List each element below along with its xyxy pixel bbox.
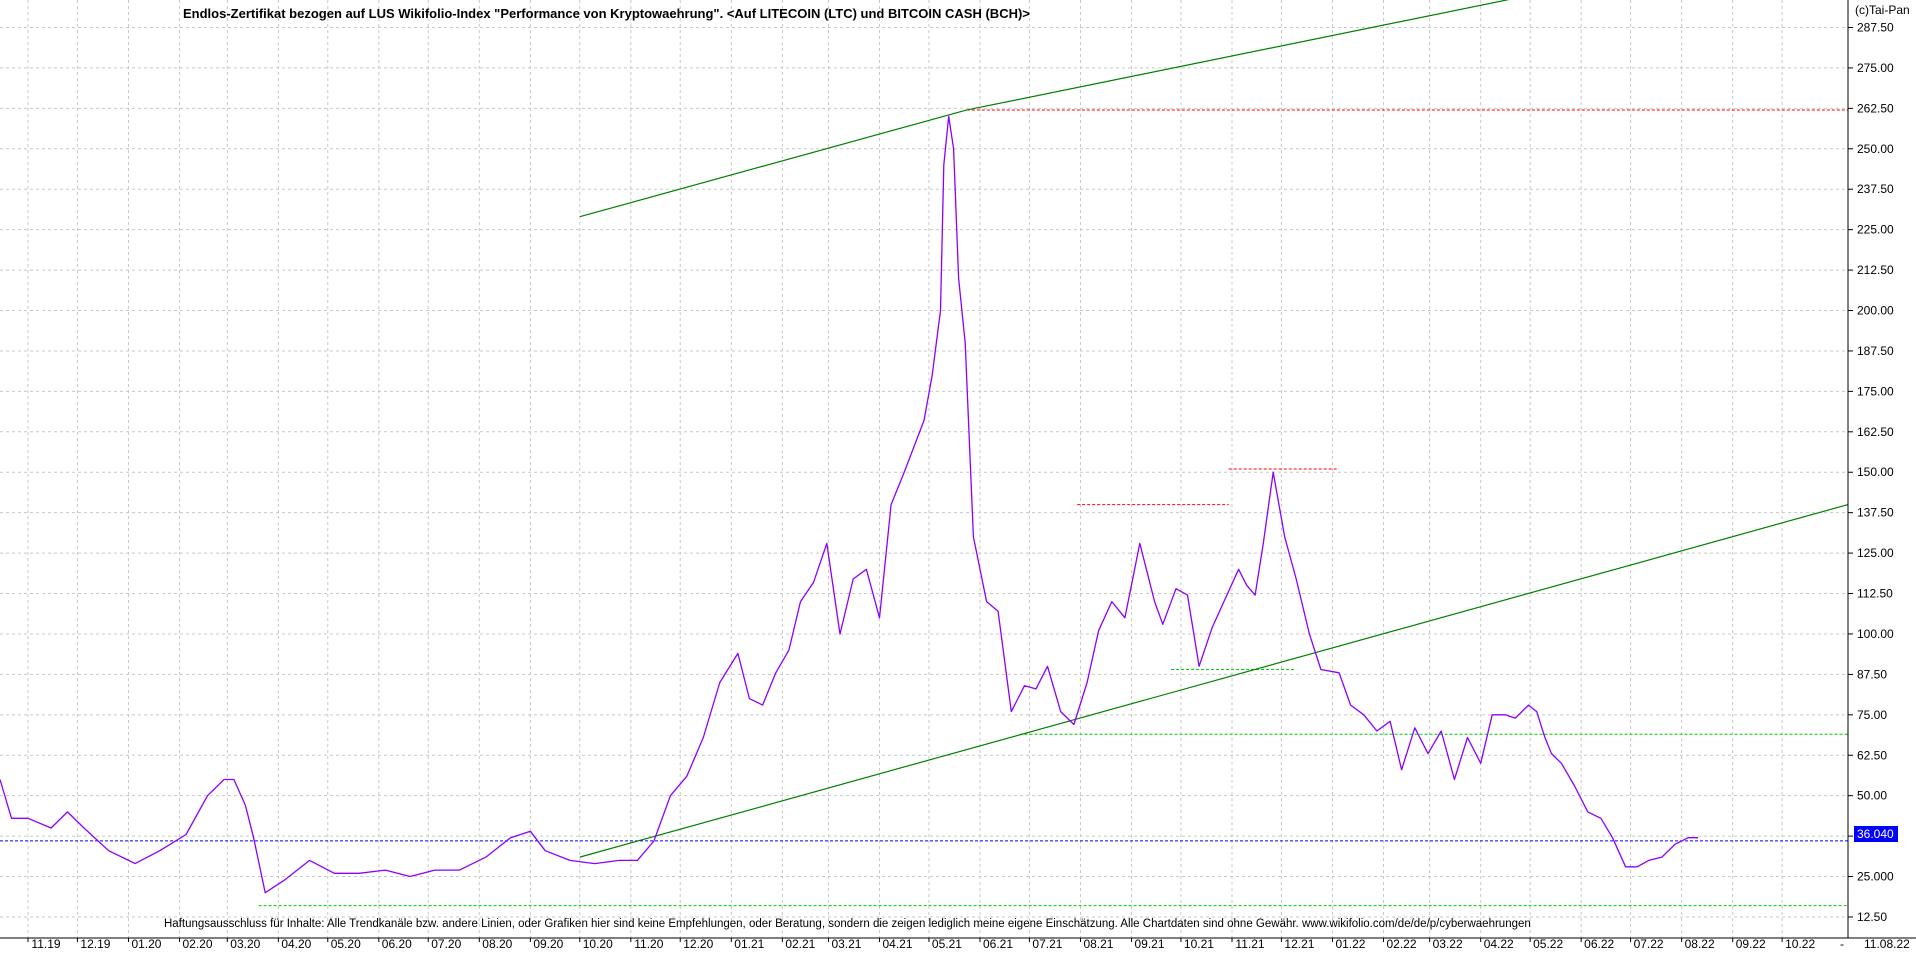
y-tick-label: 250.00 (1857, 142, 1894, 156)
y-tick-label: 212.50 (1857, 263, 1894, 277)
y-tick-label: 112.50 (1857, 587, 1893, 601)
x-tick-label: 04.20 (281, 937, 311, 951)
x-tick-label: 01.21 (734, 937, 764, 951)
price-series-line (0, 115, 1699, 894)
x-tick-label: 03.21 (831, 937, 861, 951)
x-tick-label: 09.22 (1736, 937, 1766, 951)
x-tick-label: 08.21 (1083, 937, 1113, 951)
x-tick-label: 01.20 (131, 937, 161, 951)
y-tick-label: 137.50 (1857, 506, 1894, 520)
y-tick-label: 12.50 (1857, 910, 1887, 924)
y-tick-label: 150.00 (1857, 465, 1894, 479)
y-tick-label: 62.50 (1857, 748, 1887, 762)
x-tick-label: 06.20 (382, 937, 412, 951)
trend-line (966, 0, 1510, 111)
x-tick-label: 12.19 (80, 937, 110, 951)
x-tick-label: 03.20 (230, 937, 260, 951)
grid (0, 0, 1848, 938)
x-tick-label: 02.21 (785, 937, 815, 951)
x-tick-label: 10.21 (1184, 937, 1214, 951)
x-tick-label: 03.22 (1433, 937, 1463, 951)
x-tick-label: 02.22 (1387, 937, 1417, 951)
trend-lines (579, 0, 1849, 858)
x-tick-label: 07.21 (1032, 937, 1062, 951)
x-tick-label: 04.21 (883, 937, 913, 951)
current-value-label: 36.040 (1857, 827, 1894, 841)
x-tick-label: 05.21 (932, 937, 962, 951)
x-tick-label: 09.21 (1135, 937, 1165, 951)
y-tick-label: 162.50 (1857, 425, 1894, 439)
y-tick-label: 75.00 (1857, 708, 1887, 722)
chart-title: Endlos-Zertifikat bezogen auf LUS Wikifo… (183, 6, 1030, 21)
x-tick-label: 10.20 (583, 937, 613, 951)
x-tick-label: 11.21 (1235, 937, 1264, 951)
y-tick-label: 275.00 (1857, 61, 1894, 75)
x-tick-label: 08.22 (1685, 937, 1715, 951)
x-tick-label: 10.22 (1785, 937, 1815, 951)
y-tick-label: 25.000 (1857, 870, 1894, 884)
trend-line (579, 504, 1849, 858)
y-tick-label: 175.00 (1857, 384, 1894, 398)
x-tick-label: 08.20 (482, 937, 512, 951)
y-tick-label: 50.00 (1857, 789, 1887, 803)
current-date-label: 11.08.22 (1864, 937, 1910, 951)
x-tick-label: 11.20 (634, 937, 663, 951)
x-axis-ticks: 11.19 12.19 01.20 02.20 03.20 04.20 05.20 06.20… (31, 937, 1815, 951)
x-tick-label: 12.21 (1284, 937, 1314, 951)
x-tick-label: 05.20 (331, 937, 361, 951)
x-tick-label: 04.22 (1484, 937, 1514, 951)
y-tick-label: 200.00 (1857, 304, 1894, 318)
current-value-tag-box (1854, 826, 1898, 842)
y-tick-label: 125.00 (1857, 546, 1894, 560)
y-tick-label: 262.50 (1857, 101, 1894, 115)
x-tick-label: 05.22 (1533, 937, 1563, 951)
series-layer (0, 115, 1699, 894)
x-tick-label: 01.22 (1335, 937, 1365, 951)
y-tick-label: 100.00 (1857, 627, 1894, 641)
x-tick-label: 06.21 (983, 937, 1013, 951)
copyright-label: (c)Tai-Pan (1855, 3, 1910, 17)
disclaimer-text: Haftungsausschluss für Inhalte: Alle Tre… (164, 918, 1531, 930)
x-axis-suffix: - (1840, 937, 1844, 951)
y-tick-label: 187.50 (1857, 344, 1894, 358)
x-tick-label: 07.22 (1634, 937, 1664, 951)
y-tick-label: 237.50 (1857, 182, 1894, 196)
x-tick-label: 09.20 (533, 937, 563, 951)
x-tick-label: 06.22 (1584, 937, 1614, 951)
x-tick-label: 12.20 (683, 937, 713, 951)
y-tick-label: 87.50 (1857, 667, 1887, 681)
y-axis-ticks: 12.5025.00037.5050.0062.5075.0087.50100.… (1857, 20, 1894, 923)
y-tick-label: 287.50 (1857, 20, 1894, 34)
reference-lines (0, 109, 1848, 907)
x-tick-label: 11.19 (31, 937, 60, 951)
y-tick-label: 225.00 (1857, 223, 1894, 237)
trend-line (579, 109, 967, 218)
x-tick-label: 07.20 (431, 937, 461, 951)
x-tick-label: 02.20 (183, 937, 213, 951)
current-value-tag: 36.040 (1854, 826, 1898, 842)
